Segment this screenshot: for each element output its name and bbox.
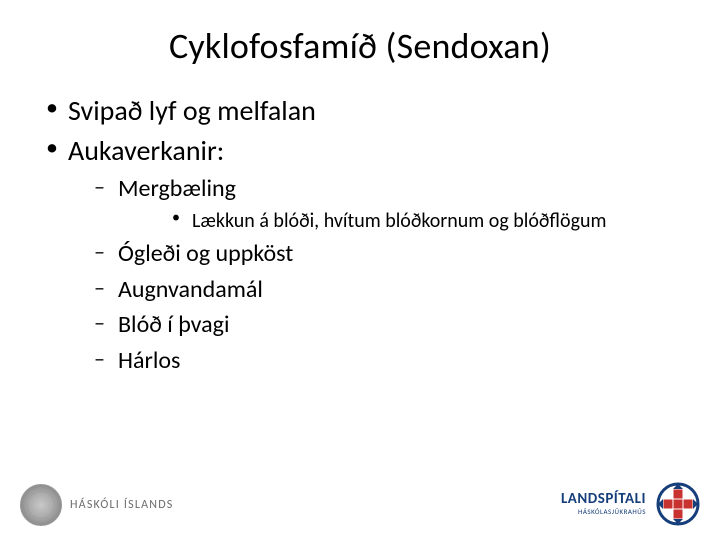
slide-title: Cyklofosfamíð (Sendoxan) — [42, 24, 678, 68]
sub-text: Augnvandamál — [118, 275, 263, 304]
subsub-item: Lækkun á blóði, hvítum blóðkornum og bló… — [118, 207, 678, 235]
bullet-item: Svipað lyf og melfalan — [42, 92, 678, 130]
sub-item: Ógleði og uppköst — [68, 237, 678, 271]
sub-item: Augnvandamál — [68, 273, 678, 307]
subsub-text: Lækkun á blóði, hvítum blóðkornum og bló… — [192, 209, 606, 233]
landspitali-sub: HÁSKÓLASJÚKRAHÚS — [561, 508, 646, 515]
sub-list: Mergbæling Lækkun á blóði, hvítum blóðko… — [68, 172, 678, 378]
slide: Cyklofosfamíð (Sendoxan) Svipað lyf og m… — [0, 0, 720, 540]
landspitali-name: LANDSPÍTALI — [561, 492, 646, 508]
sub-text: Blóð í þvagi — [118, 310, 229, 339]
bullet-text: Svipað lyf og melfalan — [68, 93, 316, 128]
sub-item: Hárlos — [68, 344, 678, 378]
footer: HÁSKÓLI ÍSLANDS LANDSPÍTALI HÁSKÓLASJÚKR… — [0, 468, 720, 530]
logo-landspitali: LANDSPÍTALI HÁSKÓLASJÚKRAHÚS — [561, 482, 700, 526]
bullet-list: Svipað lyf og melfalan Aukaverkanir: Mer… — [42, 92, 678, 378]
seal-icon — [20, 484, 62, 526]
bullet-text: Aukaverkanir: — [68, 133, 224, 168]
sub-item: Mergbæling Lækkun á blóði, hvítum blóðko… — [68, 172, 678, 236]
haskoli-label: HÁSKÓLI ÍSLANDS — [70, 498, 174, 512]
logo-haskoli: HÁSKÓLI ÍSLANDS — [20, 484, 174, 526]
bullet-item: Aukaverkanir: Mergbæling Lækkun á blóði,… — [42, 132, 678, 378]
subsub-list: Lækkun á blóði, hvítum blóðkornum og bló… — [118, 207, 678, 235]
sub-item: Blóð í þvagi — [68, 308, 678, 342]
landspitali-text: LANDSPÍTALI HÁSKÓLASJÚKRAHÚS — [561, 492, 646, 515]
cross-icon — [656, 482, 700, 526]
sub-text: Ógleði og uppköst — [118, 239, 293, 268]
sub-text: Mergbæling — [118, 174, 236, 203]
sub-text: Hárlos — [118, 346, 180, 375]
